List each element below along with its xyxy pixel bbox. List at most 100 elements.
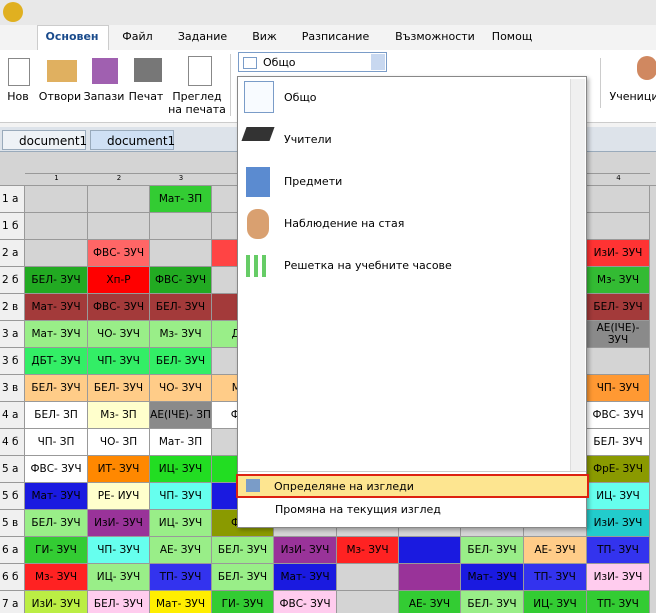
lesson-cell[interactable]: ИзИ- ЗУЧ bbox=[587, 564, 650, 591]
ribbon-tab[interactable]: Помощ bbox=[491, 30, 533, 43]
lesson-cell[interactable]: ЧО- ЗП bbox=[88, 429, 150, 456]
lesson-cell[interactable]: Мат- ЗП bbox=[150, 186, 212, 213]
lesson-cell[interactable]: ТП- ЗУЧ bbox=[587, 591, 650, 613]
lesson-cell[interactable]: АЕ- ЗУЧ bbox=[150, 537, 212, 564]
lesson-cell[interactable]: ФВС- ЗУЧ bbox=[587, 402, 650, 429]
lesson-cell[interactable]: ТП- ЗУЧ bbox=[587, 537, 650, 564]
menu-item[interactable]: Учители bbox=[284, 133, 332, 146]
lesson-cell[interactable]: БЕЛ- ЗУЧ bbox=[587, 294, 650, 321]
lesson-cell[interactable]: ГИ- ЗУЧ bbox=[212, 591, 274, 613]
row-label: 3 в bbox=[0, 375, 25, 402]
lesson-cell[interactable]: АЕ- ЗУЧ bbox=[399, 591, 461, 613]
lesson-cell[interactable]: Мат- ЗУЧ bbox=[25, 294, 88, 321]
lesson-cell[interactable]: ФВС- ЗУЧ bbox=[274, 591, 337, 613]
menu-item[interactable]: Предмети bbox=[284, 175, 343, 188]
lesson-cell[interactable]: ИЦ- ЗУЧ bbox=[150, 456, 212, 483]
lesson-cell[interactable]: ФрЕ- ЗУЧ bbox=[587, 456, 650, 483]
lesson-cell[interactable]: Мат- ЗУЧ bbox=[25, 483, 88, 510]
menu-item[interactable]: Общо bbox=[284, 91, 317, 104]
lesson-cell[interactable]: БЕЛ- ЗУЧ bbox=[150, 348, 212, 375]
app-icon[interactable] bbox=[3, 2, 23, 22]
ribbon-tab[interactable]: Файл bbox=[122, 30, 153, 43]
toolbar-button[interactable]: Запази bbox=[83, 90, 125, 103]
doc-tab[interactable]: document1 bbox=[90, 130, 175, 150]
lesson-cell[interactable] bbox=[399, 537, 461, 564]
lesson-cell[interactable]: АЕ- ЗУЧ bbox=[524, 537, 587, 564]
lesson-cell[interactable]: ЧП- ЗУЧ bbox=[88, 348, 150, 375]
scrollbar[interactable] bbox=[570, 79, 585, 471]
lesson-cell[interactable]: ИТ- ЗУЧ bbox=[88, 456, 150, 483]
lesson-cell[interactable]: ДБТ- ЗУЧ bbox=[25, 348, 88, 375]
ribbon-tab[interactable]: Основен bbox=[45, 30, 99, 43]
lesson-cell[interactable]: ЧП- ЗУЧ bbox=[88, 537, 150, 564]
lesson-cell[interactable]: БЕЛ- ЗУЧ bbox=[25, 267, 88, 294]
lesson-cell[interactable]: БЕЛ- ЗУЧ bbox=[212, 537, 274, 564]
ribbon-tab[interactable]: Виж bbox=[252, 30, 277, 43]
lesson-cell[interactable]: БЕЛ- ЗУЧ bbox=[25, 375, 88, 402]
lesson-cell[interactable]: ЧП- ЗП bbox=[25, 429, 88, 456]
lesson-cell[interactable]: Мат- ЗУЧ bbox=[274, 564, 337, 591]
lesson-cell[interactable]: ЧП- ЗУЧ bbox=[150, 483, 212, 510]
lesson-cell[interactable]: РЕ- ИУЧ bbox=[88, 483, 150, 510]
ribbon-tab[interactable]: Разписание bbox=[301, 30, 370, 43]
lesson-cell[interactable]: ФВС- ЗУЧ bbox=[88, 294, 150, 321]
lesson-cell[interactable]: ИЦ- ЗУЧ bbox=[150, 510, 212, 537]
toolbar-button[interactable]: Отвори bbox=[38, 90, 82, 103]
lesson-cell[interactable]: БЕЛ- ЗУЧ bbox=[461, 537, 524, 564]
lesson-cell[interactable]: ФВС- ЗУЧ bbox=[150, 267, 212, 294]
combo-arrow[interactable] bbox=[371, 54, 385, 70]
lesson-cell[interactable]: БЕЛ- ЗУЧ bbox=[88, 375, 150, 402]
ribbon-tab[interactable]: Задание bbox=[177, 30, 228, 43]
lesson-cell[interactable]: Мз- ЗУЧ bbox=[150, 321, 212, 348]
lesson-cell[interactable]: АЕ(IЧЕ)- ЗП bbox=[150, 402, 212, 429]
menu-item[interactable]: Наблюдение на стая bbox=[284, 217, 405, 230]
lesson-cell[interactable]: Мат- ЗУЧ bbox=[461, 564, 524, 591]
lesson-cell[interactable]: БЕЛ- ЗУЧ bbox=[150, 294, 212, 321]
lesson-cell[interactable]: ИЦ- ЗУЧ bbox=[587, 483, 650, 510]
toolbar-button[interactable]: Печат bbox=[128, 90, 164, 103]
lesson-cell[interactable]: БЕЛ- ЗУЧ bbox=[212, 564, 274, 591]
lesson-cell[interactable]: ГИ- ЗУЧ bbox=[25, 537, 88, 564]
view-combo[interactable]: Общо bbox=[238, 52, 387, 72]
row-label: 5 а bbox=[0, 456, 25, 483]
lesson-cell[interactable]: ИЦ- ЗУЧ bbox=[524, 591, 587, 613]
lesson-cell[interactable]: ТП- ЗУЧ bbox=[150, 564, 212, 591]
lesson-cell[interactable]: ИзИ- ЗУЧ bbox=[587, 240, 650, 267]
row-label: 6 а bbox=[0, 537, 25, 564]
lesson-cell[interactable]: ИзИ- ЗУЧ bbox=[88, 510, 150, 537]
lesson-cell[interactable]: Мз- ЗУЧ bbox=[587, 267, 650, 294]
lesson-cell[interactable]: БЕЛ- ЗУЧ bbox=[587, 429, 650, 456]
lesson-cell[interactable]: Хп-Р bbox=[88, 267, 150, 294]
lesson-cell[interactable]: ЧО- ЗУЧ bbox=[150, 375, 212, 402]
menu-item[interactable]: Определяне на изгледи bbox=[274, 480, 414, 493]
toolbar-button[interactable]: Нов bbox=[7, 90, 29, 103]
lesson-cell[interactable]: Мз- ЗУЧ bbox=[337, 537, 399, 564]
lesson-cell[interactable]: ИЦ- ЗУЧ bbox=[88, 564, 150, 591]
lesson-cell[interactable]: ФВС- ЗУЧ bbox=[88, 240, 150, 267]
lesson-cell[interactable]: ИзИ- ЗУЧ bbox=[274, 537, 337, 564]
lesson-cell[interactable]: Мз- ЗП bbox=[88, 402, 150, 429]
lesson-cell[interactable]: ТП- ЗУЧ bbox=[524, 564, 587, 591]
menu-item[interactable]: Промяна на текущия изглед bbox=[275, 503, 441, 516]
doc-tab[interactable]: document1 bbox=[2, 130, 87, 150]
lesson-cell[interactable]: ФВС- ЗУЧ bbox=[25, 456, 88, 483]
ribbon-tab[interactable]: Възможности bbox=[395, 30, 475, 43]
lesson-cell[interactable]: БЕЛ- ЗП bbox=[25, 402, 88, 429]
lesson-cell[interactable]: Мз- ЗУЧ bbox=[25, 564, 88, 591]
lesson-cell[interactable]: БЕЛ- ЗУЧ bbox=[88, 591, 150, 613]
lesson-cell[interactable] bbox=[399, 564, 461, 591]
lesson-cell[interactable]: ИзИ- ЗУЧ bbox=[587, 510, 650, 537]
toolbar-button[interactable]: Ученици bbox=[609, 90, 656, 103]
menu-item[interactable]: Решетка на учебните часове bbox=[284, 259, 452, 272]
lesson-cell[interactable]: ИзИ- ЗУЧ bbox=[25, 591, 88, 613]
lesson-cell[interactable]: Мат- ЗУЧ bbox=[150, 591, 212, 613]
lesson-cell[interactable]: Мат- ЗП bbox=[150, 429, 212, 456]
lesson-cell[interactable]: ЧО- ЗУЧ bbox=[88, 321, 150, 348]
lesson-cell[interactable]: БЕЛ- ЗУЧ bbox=[461, 591, 524, 613]
toolbar-button[interactable]: Преглед на печата bbox=[168, 90, 226, 116]
lesson-cell[interactable]: ЧП- ЗУЧ bbox=[587, 375, 650, 402]
lesson-cell[interactable]: БЕЛ- ЗУЧ bbox=[25, 510, 88, 537]
lesson-cell[interactable]: Мат- ЗУЧ bbox=[25, 321, 88, 348]
lesson-cell[interactable]: АЕ(IЧЕ)- ЗУЧ bbox=[587, 321, 650, 348]
row-label: 3 а bbox=[0, 321, 25, 348]
